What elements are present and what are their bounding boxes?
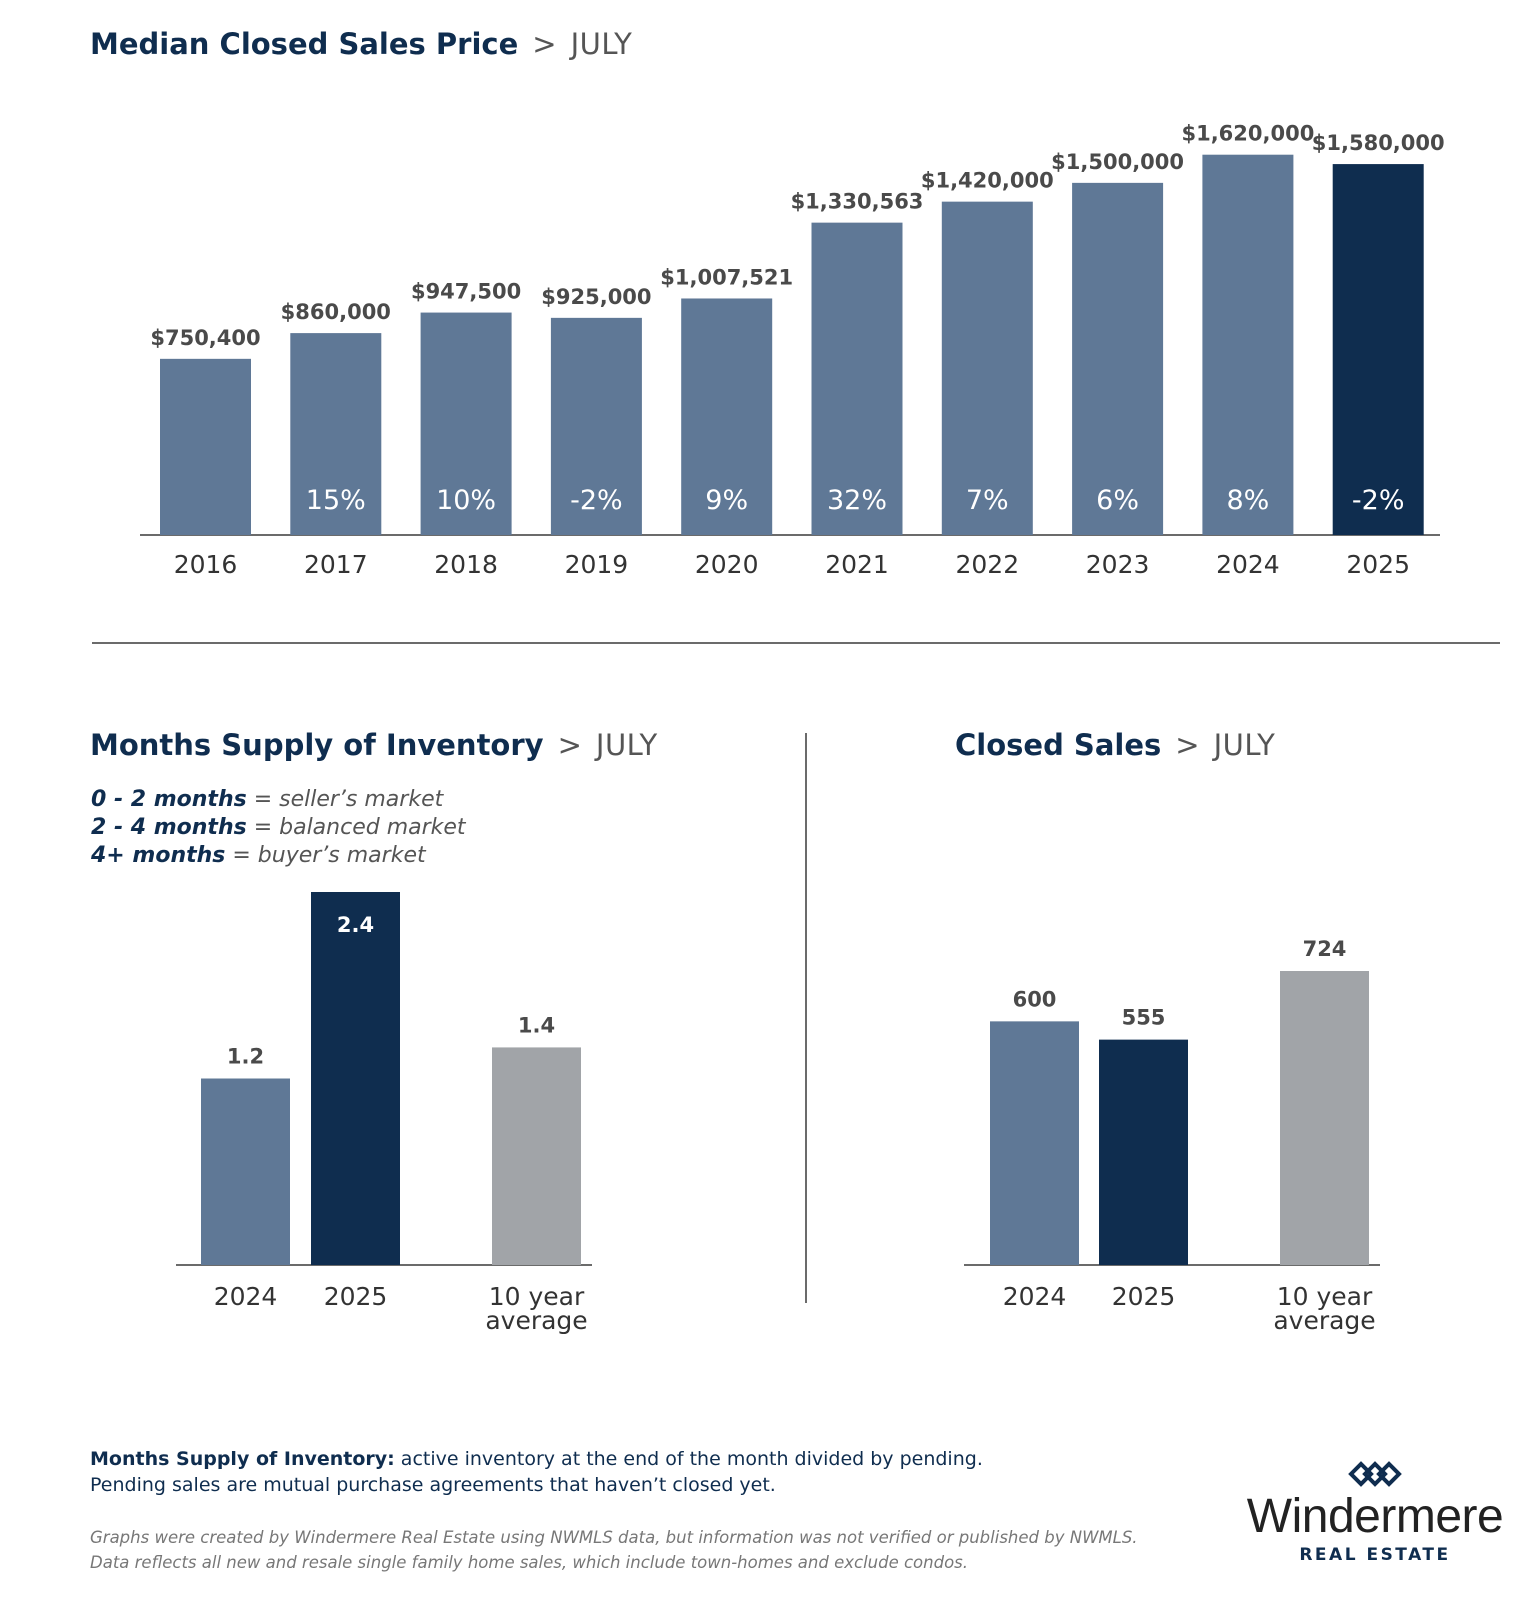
change-label-2022: 7% (966, 485, 1009, 516)
bar-2016 (160, 358, 251, 535)
legend-row-buyer: 4+ months = buyer’s market (91, 843, 426, 868)
x-tick-2021: 2021 (825, 550, 889, 579)
change-label-2017: 15% (306, 485, 366, 516)
value-label-2025: $1,580,000 (1312, 131, 1445, 155)
x-tick-line: 10 year (489, 1282, 585, 1311)
x-tick-10-year-average: 10 year average (485, 1282, 587, 1335)
change-label-2023: 6% (1096, 485, 1139, 516)
vertical-divider (805, 733, 807, 1303)
bar-2018 (420, 312, 512, 535)
value-label-2017: $860,000 (281, 300, 391, 324)
bar-2025 (311, 892, 400, 1265)
logo-wordmark: Windermere (1246, 1490, 1504, 1543)
x-tick-line: 2025 (324, 1282, 388, 1311)
disclaimer-line1: Graphs were created by Windermere Real E… (90, 1528, 1138, 1547)
months-supply-title: Months Supply of Inventory > JULY (90, 728, 658, 762)
bar-2025 (1099, 1039, 1188, 1265)
x-tick-2023: 2023 (1086, 550, 1150, 579)
median-price-title-text: Median Closed Sales Price (90, 27, 519, 61)
value-label-2025: 2.4 (337, 913, 374, 937)
closed-sales-month: JULY (1213, 728, 1276, 762)
change-label-2018: 10% (436, 485, 496, 516)
x-tick-line: 2024 (214, 1282, 278, 1311)
change-label-2020: 9% (705, 485, 748, 516)
value-label-2024: 1.2 (227, 1045, 264, 1069)
windermere-diamond-icon (1348, 1461, 1402, 1487)
bar-2023 (1072, 182, 1164, 536)
value-label-2024: $1,620,000 (1181, 122, 1314, 146)
disclaimer: Graphs were created by Windermere Real E… (90, 1525, 1138, 1575)
x-tick-line: 10 year (1277, 1282, 1373, 1311)
months-supply-title-text: Months Supply of Inventory (90, 728, 544, 762)
closed-sales-chart: 600 2024 555 2025 724 10 year average (964, 937, 1380, 1335)
bar-10-year-average (1280, 971, 1369, 1265)
value-label-2025: 555 (1122, 1006, 1166, 1030)
x-tick-2024: 2024 (1216, 550, 1280, 579)
bar-2020 (681, 298, 773, 535)
change-label-2025: -2% (1352, 485, 1405, 516)
footnote-term: Months Supply of Inventory: (90, 1448, 395, 1470)
x-tick-10-year-average: 10 year average (1273, 1282, 1375, 1335)
bar-2019 (550, 317, 642, 535)
x-tick-2016: 2016 (174, 550, 238, 579)
x-tick-2025: 2025 (1346, 550, 1410, 579)
value-label-2024: 600 (1013, 987, 1057, 1011)
bar-2024 (201, 1078, 290, 1265)
change-label-2021: 32% (827, 485, 887, 516)
footnote-definition: active inventory at the end of the month… (394, 1448, 983, 1470)
value-label-2020: $1,007,521 (660, 265, 793, 289)
median-price-chart: $750,400 2016 $860,000 15% 2017 $947,500 10% 20… (140, 122, 1445, 579)
closed-sales-title: Closed Sales > JULY (955, 728, 1275, 762)
x-tick-line: 2024 (1003, 1282, 1067, 1311)
footnote: Months Supply of Inventory: active inven… (90, 1446, 983, 1498)
x-tick-2019: 2019 (565, 550, 629, 579)
x-tick-2018: 2018 (434, 550, 498, 579)
value-label-2021: $1,330,563 (791, 190, 924, 214)
median-price-month: JULY (570, 27, 633, 61)
months-supply-month: JULY (595, 728, 658, 762)
bar-2017 (290, 333, 382, 535)
bar-2024 (1202, 154, 1294, 535)
value-label-2018: $947,500 (411, 280, 521, 304)
legend-row-seller: 0 - 2 months = seller’s market (91, 787, 444, 812)
value-label-2023: $1,500,000 (1051, 150, 1184, 174)
x-tick-2025: 2025 (1112, 1282, 1176, 1311)
legend-row-balanced: 2 - 4 months = balanced market (91, 815, 466, 840)
logo-tagline: REAL ESTATE (1299, 1545, 1451, 1565)
bar-2021 (811, 222, 903, 536)
title-separator: > (532, 27, 557, 61)
disclaimer-line2: Data reflects all new and resale single … (90, 1553, 969, 1572)
bar-2025 (1332, 164, 1424, 535)
x-tick-2020: 2020 (695, 550, 759, 579)
market-legend: 0 - 2 months = seller’s market 2 - 4 mon… (91, 786, 466, 870)
x-tick-line: average (1273, 1306, 1375, 1335)
title-separator: > (1175, 728, 1200, 762)
section-divider (92, 642, 1500, 644)
x-tick-line: average (485, 1306, 587, 1335)
windermere-logo: Windermere REAL ESTATE (1240, 1455, 1510, 1565)
title-separator: > (557, 728, 582, 762)
bar-10-year-average (492, 1047, 581, 1265)
x-tick-2025: 2025 (324, 1282, 388, 1311)
x-tick-2024: 2024 (214, 1282, 278, 1311)
value-label-10-year-average: 1.4 (518, 1013, 555, 1037)
x-tick-2024: 2024 (1003, 1282, 1067, 1311)
x-tick-line: 2025 (1112, 1282, 1176, 1311)
footnote-line2: Pending sales are mutual purchase agreem… (90, 1474, 776, 1496)
change-label-2019: -2% (570, 485, 623, 516)
x-tick-2017: 2017 (304, 550, 368, 579)
median-price-title: Median Closed Sales Price > JULY (90, 27, 632, 61)
months-supply-chart: 1.2 2024 2.4 2025 1.4 10 year average (176, 892, 592, 1335)
value-label-2019: $925,000 (541, 285, 651, 309)
x-tick-2022: 2022 (955, 550, 1019, 579)
value-label-2016: $750,400 (150, 326, 260, 350)
change-label-2024: 8% (1226, 485, 1269, 516)
value-label-2022: $1,420,000 (921, 169, 1054, 193)
value-label-10-year-average: 724 (1303, 937, 1347, 961)
bar-2024 (990, 1021, 1079, 1265)
bar-2022 (941, 201, 1033, 535)
closed-sales-title-text: Closed Sales (955, 728, 1162, 762)
